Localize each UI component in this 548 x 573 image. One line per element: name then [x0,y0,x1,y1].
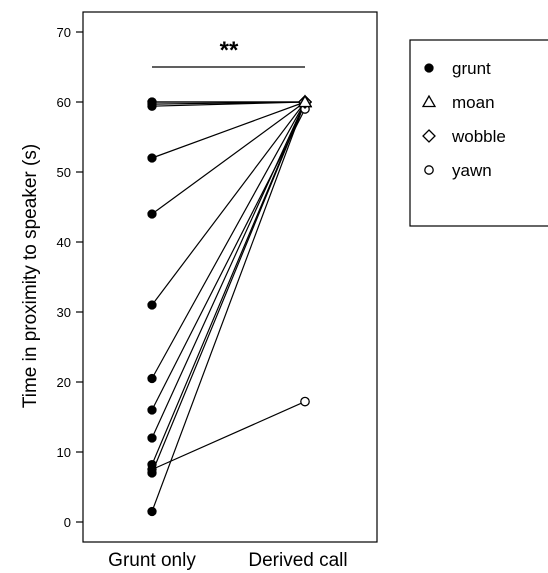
point-grunt-only-5 [147,209,157,219]
legend-label-yawn: yawn [452,161,492,180]
y-tick-label-70: 70 [57,25,71,40]
connector-lines [151,101,306,512]
data-markers [147,94,313,517]
pair-line-9 [151,101,306,439]
legend: grunt moan wobble yawn [409,39,548,227]
pair-line-4 [151,101,306,159]
point-derived-11 [300,396,310,407]
pair-line-7 [151,101,306,379]
pair-line-11 [151,401,306,471]
point-grunt-only-6 [147,300,157,310]
pair-line-12 [151,101,306,474]
legend-marker-wobble [422,129,436,143]
pair-line-3 [151,101,306,107]
y-axis: 0 10 20 30 40 50 60 70 [57,25,83,530]
pair-line-13 [151,101,306,512]
point-grunt-only-12 [147,468,157,478]
point-grunt-only-8 [147,405,157,415]
point-grunt-only-7 [147,373,157,384]
legend-box [409,39,548,227]
point-grunt-only-13 [147,506,157,517]
y-axis-title: Time in proximity to speaker (s) [20,144,41,408]
point-derived-13 [297,94,313,108]
pair-line-8 [151,108,306,411]
y-tick-label-30: 30 [57,305,71,320]
y-tick-label-0: 0 [64,515,71,530]
legend-marker-yawn [424,165,434,175]
pair-line-6 [151,101,306,306]
point-grunt-only-3 [147,101,157,111]
y-tick-label-50: 50 [57,165,71,180]
legend-marker-grunt [424,63,434,73]
y-tick-label-20: 20 [57,375,71,390]
pair-line-5 [151,101,306,215]
y-tick-label-60: 60 [57,95,71,110]
y-tick-label-10: 10 [57,445,71,460]
point-grunt-only-4 [147,153,157,163]
y-tick-label-40: 40 [57,235,71,250]
point-grunt-only-9 [147,433,157,443]
legend-marker-moan [421,94,437,108]
significance-label: ** [220,37,239,64]
legend-label-moan: moan [452,93,495,112]
x-category-derived-call: Derived call [248,550,347,571]
legend-label-wobble: wobble [451,127,506,146]
x-category-grunt-only: Grunt only [108,550,196,571]
plot-frame [82,11,378,543]
legend-label-grunt: grunt [452,59,491,78]
